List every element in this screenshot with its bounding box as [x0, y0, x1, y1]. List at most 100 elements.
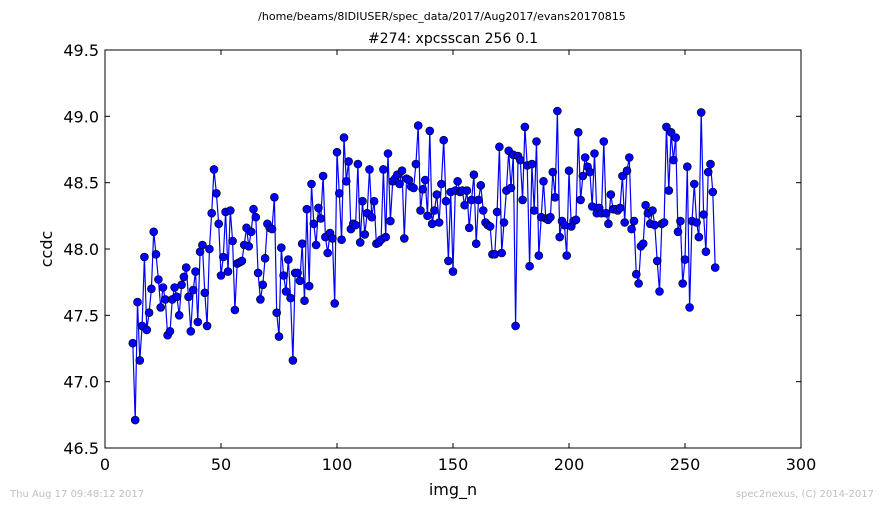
data-point [181, 263, 191, 272]
data-point [655, 287, 664, 296]
data-point [423, 211, 432, 221]
data-point [624, 153, 634, 162]
data-point [318, 171, 328, 181]
data-point [520, 122, 530, 132]
data-point [671, 133, 681, 142]
data-point [193, 317, 203, 327]
data-point [604, 219, 613, 229]
data-point [367, 212, 377, 222]
data-point [281, 287, 291, 296]
data-point [555, 232, 565, 242]
data-point [476, 181, 486, 190]
data-point [546, 212, 555, 222]
data-point [177, 280, 186, 290]
data-point [202, 321, 212, 331]
data-point [337, 235, 346, 244]
data-point [339, 133, 349, 142]
data-point [601, 208, 611, 218]
data-point [409, 183, 418, 193]
data-point [286, 293, 295, 303]
chart-title: #274: xpcsscan 256 0.1 [368, 31, 538, 47]
series-markers [128, 106, 720, 425]
data-point [381, 232, 391, 242]
footer-timestamp: Thu Aug 17 09:48:12 2017 [10, 489, 145, 500]
data-point [689, 179, 699, 189]
data-point [448, 267, 458, 276]
data-point [680, 255, 690, 264]
data-point [652, 256, 662, 266]
y-tick-label: 47.5 [63, 306, 99, 325]
data-point [355, 238, 365, 247]
data-point [485, 222, 495, 231]
y-axis-label: ccdc [37, 231, 56, 268]
data-point [439, 135, 449, 145]
data-point [130, 415, 140, 425]
data-point [309, 219, 319, 229]
data-point [620, 218, 630, 227]
data-point [629, 216, 639, 226]
data-point [627, 224, 636, 234]
data-point [437, 179, 446, 189]
data-point [228, 236, 237, 246]
x-tick-label: 250 [670, 455, 701, 474]
data-point [662, 122, 671, 132]
data-point [474, 195, 483, 205]
y-tick-label: 48.5 [63, 174, 99, 193]
data-point [478, 206, 488, 215]
data-point [669, 155, 678, 165]
data-point [276, 243, 286, 252]
data-point [149, 227, 158, 237]
data-point [411, 159, 421, 169]
data-point [495, 142, 504, 152]
data-point [328, 234, 337, 243]
data-point [128, 338, 138, 348]
data-point [353, 159, 363, 169]
data-point [694, 232, 704, 242]
data-point [650, 220, 660, 230]
data-point [462, 186, 472, 195]
data-point [696, 108, 706, 117]
x-tick-label: 0 [100, 455, 110, 474]
data-point [397, 166, 407, 175]
data-point [351, 220, 360, 230]
x-tick-label: 200 [554, 455, 585, 474]
data-point [548, 167, 558, 177]
data-point [529, 206, 539, 215]
data-point [295, 276, 305, 286]
x-tick-label: 150 [438, 455, 469, 474]
data-point [191, 267, 200, 276]
data-point [237, 256, 247, 266]
x-axis-label: img_n [429, 480, 477, 500]
data-point [692, 218, 701, 227]
data-point [158, 283, 168, 292]
data-point [497, 248, 507, 258]
data-point [184, 292, 193, 302]
data-point [641, 200, 650, 210]
data-point [207, 208, 216, 218]
data-point [253, 268, 263, 278]
data-point [418, 185, 428, 194]
data-point [615, 203, 625, 213]
data-point [492, 207, 502, 217]
data-point [314, 203, 323, 213]
data-point [212, 189, 221, 198]
data-point [198, 240, 207, 250]
data-point [179, 272, 189, 282]
data-point [272, 308, 282, 318]
data-point [188, 285, 198, 295]
data-point [471, 239, 481, 248]
data-point [256, 295, 265, 304]
data-point [330, 299, 340, 308]
data-point [708, 187, 718, 197]
data-point [664, 186, 674, 195]
axis-ticks [104, 49, 802, 449]
data-point [334, 189, 344, 198]
data-point [599, 137, 609, 146]
data-point [244, 242, 254, 251]
data-point [260, 253, 270, 263]
y-tick-label: 49.0 [63, 107, 99, 126]
data-point [562, 251, 572, 260]
data-point [216, 271, 226, 280]
data-point [304, 281, 314, 291]
